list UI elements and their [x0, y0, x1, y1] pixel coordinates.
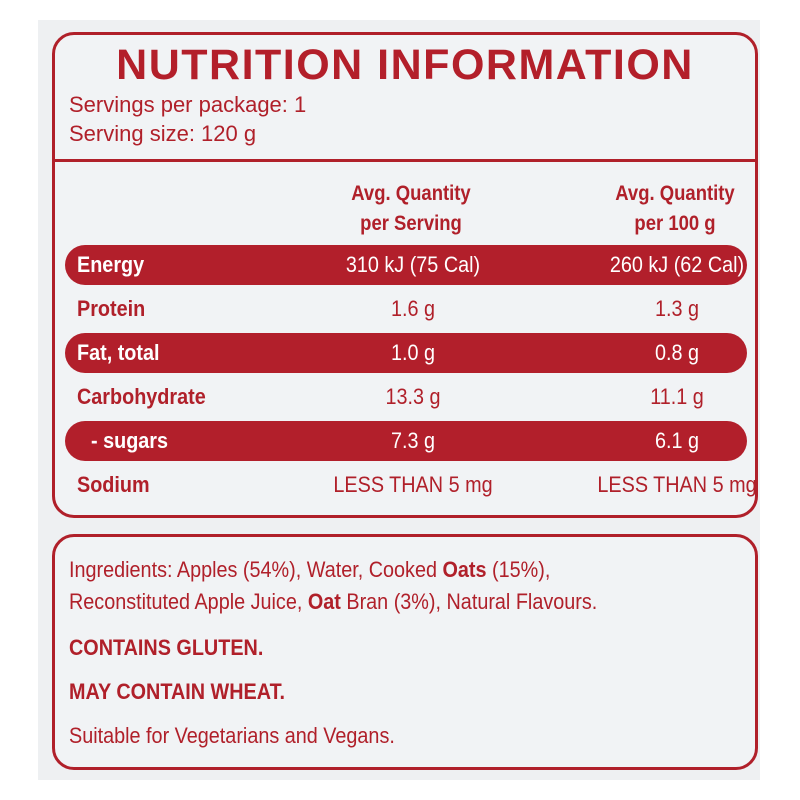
ingredients-line-1: Ingredients: Apples (54%), Water, Cooked…: [69, 557, 550, 583]
ingredients-text: Reconstituted Apple Juice,: [69, 589, 308, 614]
ingredients-text: (15%),: [486, 557, 551, 582]
allergen-statement-wheat: MAY CONTAIN WHEAT.: [69, 679, 285, 704]
ingredients-panel: Ingredients: Apples (54%), Water, Cooked…: [52, 534, 758, 770]
value-per-100g: 11.1 g: [650, 384, 704, 409]
serving-size: Serving size: 120 g: [69, 121, 257, 146]
value-per-serving: 1.6 g: [390, 296, 436, 321]
ingredients-text: Bran (3%), Natural Flavours.: [340, 589, 598, 614]
row-label: - sugars: [91, 428, 169, 453]
row-label: Carbohydrate: [77, 384, 206, 409]
table-row-protein: Protein 1.6 g 1.3 g: [65, 289, 747, 329]
value-per-100g: 260 kJ (62 Cal): [609, 252, 745, 277]
dietary-statement: Suitable for Vegetarians and Vegans.: [69, 723, 395, 748]
column-header-line: per Serving: [360, 212, 462, 235]
table-row-fat-total: Fat, total 1.0 g 0.8 g: [65, 333, 747, 373]
value-per-100g: 1.3 g: [654, 296, 700, 321]
column-header-line: per 100 g: [634, 212, 716, 235]
value-per-serving: 13.3 g: [385, 384, 441, 409]
table-row-carbohydrate: Carbohydrate 13.3 g 11.1 g: [65, 377, 747, 417]
value-per-serving: 1.0 g: [390, 340, 436, 365]
value-per-100g: 0.8 g: [654, 340, 700, 365]
row-label: Protein: [77, 296, 146, 321]
column-header-per-serving: Avg. Quantity per Serving: [305, 179, 516, 239]
allergen-oat: Oat: [307, 589, 341, 614]
servings-per-package: Servings per package: 1: [69, 92, 307, 117]
header-divider: [55, 159, 755, 162]
column-header-line: Avg. Quantity: [351, 182, 471, 205]
value-per-serving: 7.3 g: [390, 428, 436, 453]
ingredients-line-2: Reconstituted Apple Juice, Oat Bran (3%)…: [69, 589, 597, 615]
value-per-serving: LESS THAN 5 mg: [333, 472, 493, 497]
row-label: Fat, total: [77, 340, 160, 365]
ingredients-text: Ingredients: Apples (54%), Water, Cooked: [69, 557, 443, 582]
row-label: Energy: [77, 252, 145, 277]
column-header-line: Avg. Quantity: [615, 182, 735, 205]
table-row-energy: Energy 310 kJ (75 Cal) 260 kJ (62 Cal): [65, 245, 747, 285]
table-row-sugars: - sugars 7.3 g 6.1 g: [65, 421, 747, 461]
panel-title: NUTRITION INFORMATION: [116, 41, 694, 89]
value-per-100g: LESS THAN 5 mg: [597, 472, 757, 497]
value-per-100g: 6.1 g: [654, 428, 700, 453]
row-label: Sodium: [77, 472, 150, 497]
table-row-sodium: Sodium LESS THAN 5 mg LESS THAN 5 mg: [65, 465, 757, 505]
nutrition-information-panel: NUTRITION INFORMATION Servings per packa…: [52, 32, 758, 518]
allergen-statement-gluten: CONTAINS GLUTEN.: [69, 635, 264, 660]
value-per-serving: 310 kJ (75 Cal): [345, 252, 481, 277]
column-header-per-100g: Avg. Quantity per 100 g: [569, 179, 780, 239]
allergen-oats: Oats: [442, 557, 487, 582]
